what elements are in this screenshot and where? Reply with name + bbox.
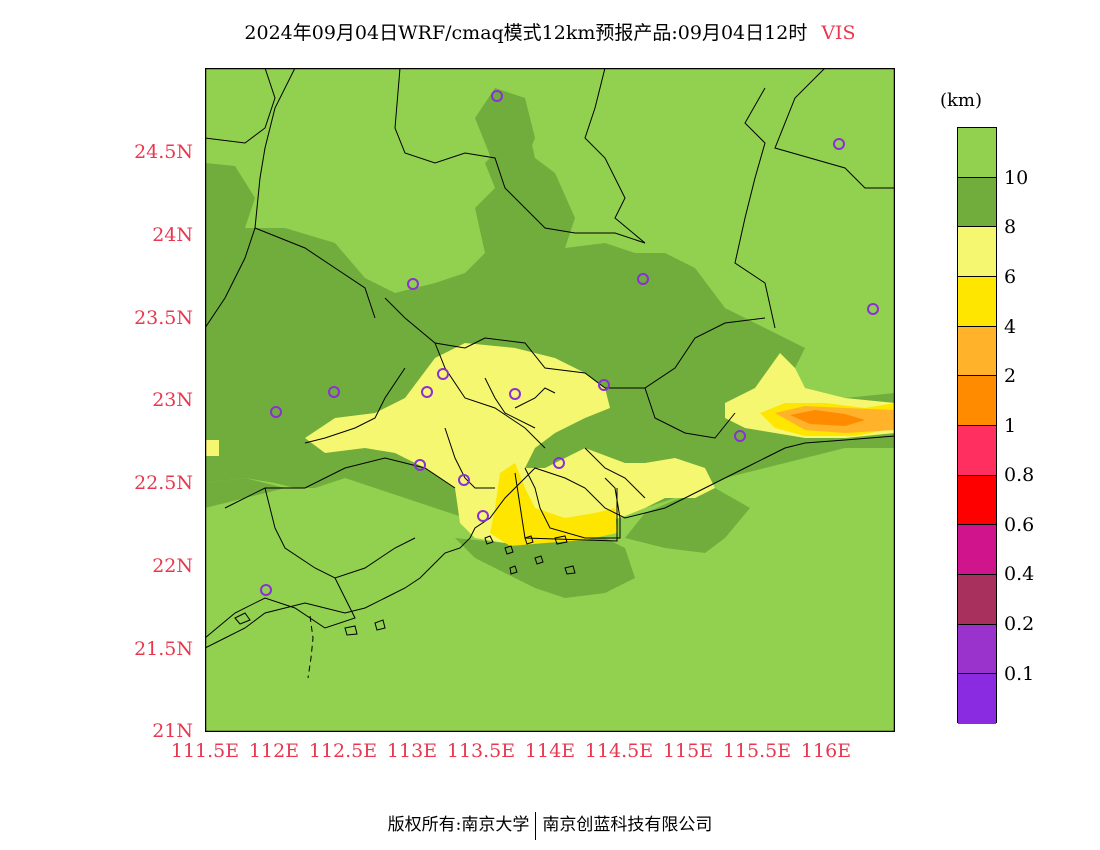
colorbar-swatch — [958, 326, 996, 377]
station-marker — [260, 584, 272, 596]
colorbar-swatch — [958, 276, 996, 327]
map-frame — [205, 68, 895, 732]
colorbar-label: 0.2 — [1004, 613, 1035, 635]
colorbar-label: 1 — [1004, 415, 1017, 437]
station-marker — [458, 474, 470, 486]
colorbar-label: 2 — [1004, 365, 1017, 387]
lon-label-114: 114E — [524, 740, 576, 762]
dashed-line — [307, 615, 314, 679]
colorbar — [957, 127, 997, 724]
station-marker — [637, 273, 649, 285]
colorbar-label: 6 — [1004, 266, 1017, 288]
station-marker — [491, 90, 503, 102]
lat-label-21: 21N — [152, 720, 193, 742]
colorbar-swatch — [958, 525, 996, 575]
station-marker — [414, 459, 426, 471]
station-marker — [553, 457, 565, 469]
colorbar-swatch — [958, 674, 996, 724]
footer-right: 南京创蓝科技有限公司 — [542, 815, 713, 835]
colorbar-swatch — [958, 624, 996, 675]
lon-label-115: 115E — [662, 740, 714, 762]
colorbar-swatch — [958, 376, 996, 426]
lon-label-113: 113E — [386, 740, 438, 762]
visibility-map — [205, 68, 895, 732]
region-1-2km — [790, 410, 865, 426]
lat-label-24-5: 24.5N — [134, 141, 193, 163]
station-marker — [477, 510, 489, 522]
station-marker — [598, 379, 610, 391]
station-marker — [328, 386, 340, 398]
coastline — [205, 435, 895, 649]
title-variable: VIS — [821, 22, 856, 44]
colorbar-label: 4 — [1004, 316, 1017, 338]
lon-label-112: 112E — [248, 740, 300, 762]
colorbar-label: 0.8 — [1004, 464, 1035, 486]
map-title: 2024年09月04日WRF/cmaq模式12km预报产品:09月04日12时 V… — [0, 18, 1100, 45]
lon-label-115-5: 115.5E — [722, 740, 792, 762]
lat-label-24: 24N — [152, 224, 193, 246]
station-marker — [437, 368, 449, 380]
lon-label-114-5: 114.5E — [584, 740, 654, 762]
lon-label-112-5: 112.5E — [308, 740, 378, 762]
station-marker — [421, 386, 433, 398]
lon-label-111-5: 111.5E — [170, 740, 240, 762]
title-main: 2024年09月04日WRF/cmaq模式12km预报产品:09月04日12时 — [244, 22, 808, 44]
estuary-box — [514, 472, 618, 542]
colorbar-label: 0.4 — [1004, 563, 1035, 585]
colorbar-label: 0.6 — [1004, 514, 1035, 536]
station-marker — [270, 406, 282, 418]
station-marker — [509, 388, 521, 400]
colorbar-label: 10 — [1004, 167, 1029, 189]
lon-label-116: 116E — [800, 740, 852, 762]
stations — [260, 90, 879, 596]
lat-label-23-5: 23.5N — [134, 307, 193, 329]
colorbar-label: 8 — [1004, 216, 1017, 238]
footer-separator — [535, 811, 537, 840]
station-marker — [407, 278, 419, 290]
station-marker — [867, 303, 879, 315]
lat-label-21-5: 21.5N — [134, 638, 193, 660]
lat-label-23: 23N — [152, 389, 193, 411]
footer-left: 版权所有:南京大学 — [387, 815, 530, 835]
lat-label-22-5: 22.5N — [134, 472, 193, 494]
lon-label-113-5: 113.5E — [446, 740, 516, 762]
colorbar-swatch — [958, 475, 996, 526]
colorbar-unit: (km) — [940, 90, 983, 111]
copyright-footer: 版权所有:南京大学 南京创蓝科技有限公司 — [0, 810, 1100, 840]
colorbar-swatch — [958, 128, 996, 178]
colorbar-swatch — [958, 227, 996, 277]
colorbar-label: 0.1 — [1004, 663, 1035, 685]
station-marker — [734, 430, 746, 442]
colorbar-swatch — [958, 574, 996, 625]
islands — [234, 535, 576, 636]
colorbar-swatch — [958, 177, 996, 228]
colorbar-swatch — [958, 425, 996, 476]
lat-label-22: 22N — [152, 555, 193, 577]
station-marker — [833, 138, 845, 150]
